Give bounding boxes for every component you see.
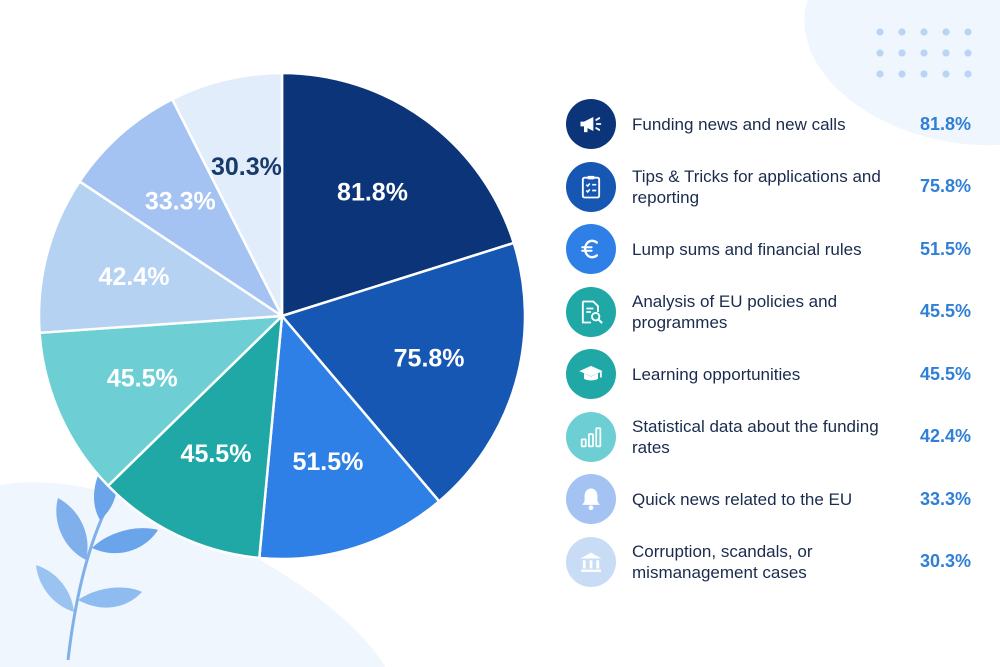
- decoration-dot: [920, 28, 928, 36]
- decoration-dot: [898, 28, 906, 36]
- decoration-dot: [942, 28, 950, 36]
- bank-building-icon: [566, 536, 616, 587]
- pie-slice: [78, 97, 284, 318]
- decoration-dot: [876, 28, 884, 36]
- pie-slice: [280, 71, 516, 318]
- legend-item-statistical-data: Statistical data about the funding rates…: [560, 406, 985, 469]
- bar-chart-icon: [566, 411, 616, 462]
- legend-value: 30.3%: [919, 551, 971, 572]
- decoration-dot: [942, 70, 950, 78]
- pie-slice: [170, 71, 284, 318]
- decoration-dot: [898, 70, 906, 78]
- decoration-dot: [876, 49, 884, 57]
- pie-slice-label: 45.5%: [107, 365, 178, 393]
- legend-label: Statistical data about the funding rates: [632, 416, 879, 457]
- pie-slice-label: 33.3%: [145, 188, 216, 216]
- pie-slice-label: 81.8%: [337, 179, 408, 207]
- pie-slice: [280, 241, 527, 503]
- pie-slice-label: 45.5%: [181, 440, 252, 468]
- pie-slice: [258, 314, 441, 561]
- decoration-dot: [920, 49, 928, 57]
- legend-value: 75.8%: [919, 176, 971, 197]
- legend-item-quick-news: Quick news related to the EU 33.3%: [560, 468, 985, 531]
- legend-item-corruption: Corruption, scandals, or mismanagement c…: [560, 531, 985, 594]
- legend-label: Tips & Tricks for applications and repor…: [632, 166, 881, 207]
- pie-slice: [38, 314, 284, 487]
- legend-label: Corruption, scandals, or mismanagement c…: [632, 541, 813, 582]
- document-search-icon: [566, 286, 616, 337]
- legend-value: 51.5%: [919, 238, 971, 259]
- legend-value: 81.8%: [919, 113, 971, 134]
- megaphone-icon: [566, 99, 616, 150]
- legend-label: Lump sums and financial rules: [632, 239, 862, 259]
- legend-value: 33.3%: [919, 488, 971, 509]
- legend-value: 45.5%: [919, 301, 971, 322]
- euro-icon: [566, 224, 616, 275]
- graduation-cap-icon: [566, 349, 616, 400]
- decoration-dot: [964, 70, 972, 78]
- legend-item-tips-tricks: Tips & Tricks for applications and repor…: [560, 156, 985, 219]
- legend-item-learning: Learning opportunities 45.5%: [560, 343, 985, 406]
- pie-slice-label: 51.5%: [292, 448, 363, 476]
- legend-label: Quick news related to the EU: [632, 489, 853, 509]
- decoration-dot: [920, 70, 928, 78]
- decoration-dot: [964, 49, 972, 57]
- leaf-branch-decoration: [36, 455, 158, 661]
- legend-item-lump-sums: Lump sums and financial rules 51.5%: [560, 218, 985, 281]
- pie-slice: [37, 180, 284, 335]
- legend: Funding news and new calls 81.8% Tips & …: [560, 93, 985, 593]
- legend-value: 42.4%: [919, 426, 971, 447]
- legend-label: Analysis of EU policies and programmes: [632, 291, 838, 332]
- legend-item-eu-policies: Analysis of EU policies and programmes 4…: [560, 281, 985, 344]
- legend-value: 45.5%: [919, 363, 971, 384]
- decoration-dot: [942, 49, 950, 57]
- legend-label: Learning opportunities: [632, 364, 801, 384]
- pie-slice-label: 42.4%: [99, 263, 170, 291]
- legend-label: Funding news and new calls: [632, 114, 846, 134]
- bell-icon: [566, 474, 616, 525]
- pie-slice-label: 75.8%: [394, 345, 465, 373]
- pie-slice-label: 30.3%: [211, 153, 282, 181]
- legend-item-funding-news: Funding news and new calls 81.8%: [560, 93, 985, 156]
- dot-grid-decoration: [876, 28, 972, 78]
- decoration-dot: [964, 28, 972, 36]
- clipboard-checklist-icon: [566, 161, 616, 212]
- pie-slice: [106, 314, 284, 560]
- pie-chart: 81.8% 75.8% 51.5% 45.5% 45.5% 42.4% 33.3% 30.3%: [37, 71, 527, 561]
- decoration-dot: [898, 49, 906, 57]
- decoration-dot: [876, 70, 884, 78]
